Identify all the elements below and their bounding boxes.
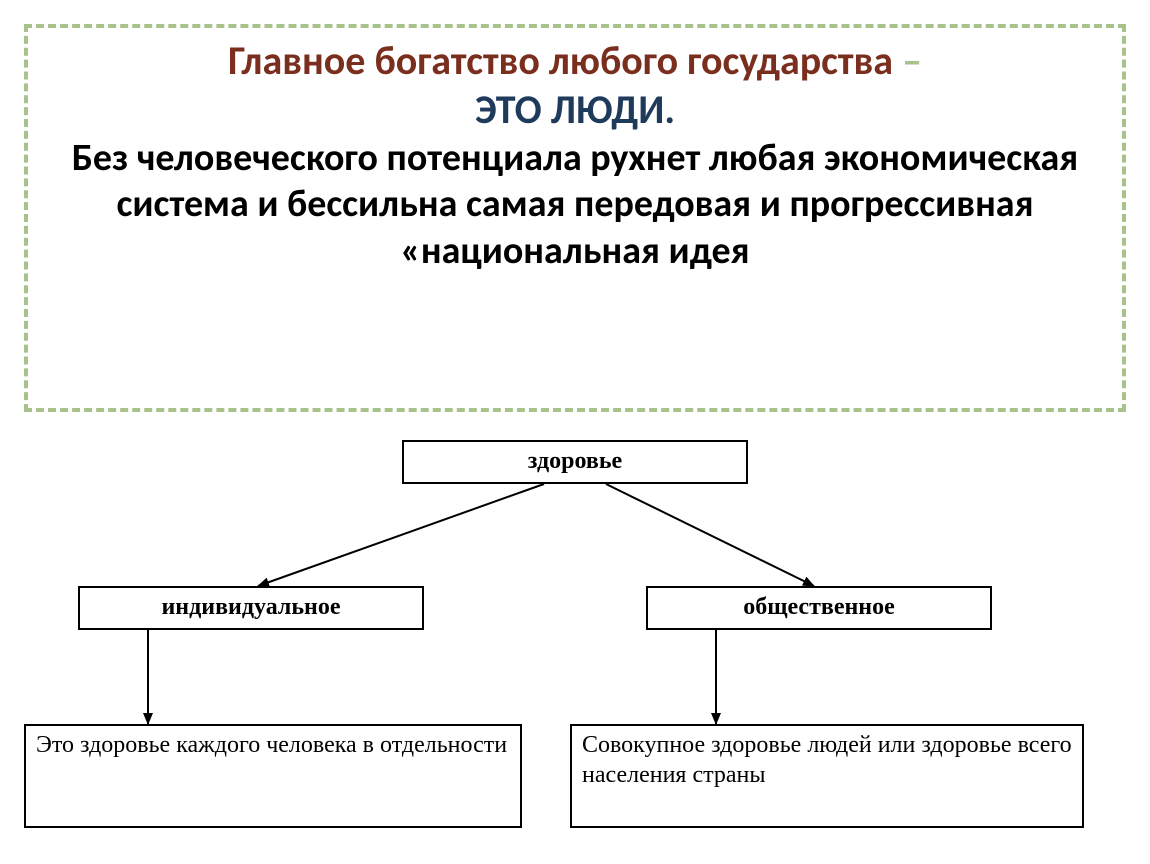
quote-dash: – xyxy=(893,36,922,85)
quote-title2: ЭТО ЛЮДИ. xyxy=(52,87,1098,133)
diagram-node-indD: Это здоровье каждого человека в отдельно… xyxy=(24,724,522,828)
diagram-node-ind: индивидуальное xyxy=(78,586,424,630)
diagram-node-root: здоровье xyxy=(402,440,748,484)
diagram-node-obs: общественное xyxy=(646,586,992,630)
diagram-node-obsD: Совокупное здоровье людей или здоровье в… xyxy=(570,724,1084,828)
quote-title-line: Главное богатство любого государства – xyxy=(52,36,1098,85)
quote-title1: Главное богатство любого государства xyxy=(228,36,893,85)
health-diagram: здоровье индивидуальное общественное Это зд… xyxy=(24,440,1126,840)
edge-root-obs xyxy=(606,484,814,586)
quote-box: Главное богатство любого государства – Э… xyxy=(24,24,1126,412)
edge-root-ind xyxy=(258,484,544,586)
quote-body: Без человеческого потенциала рухнет люба… xyxy=(52,135,1098,274)
